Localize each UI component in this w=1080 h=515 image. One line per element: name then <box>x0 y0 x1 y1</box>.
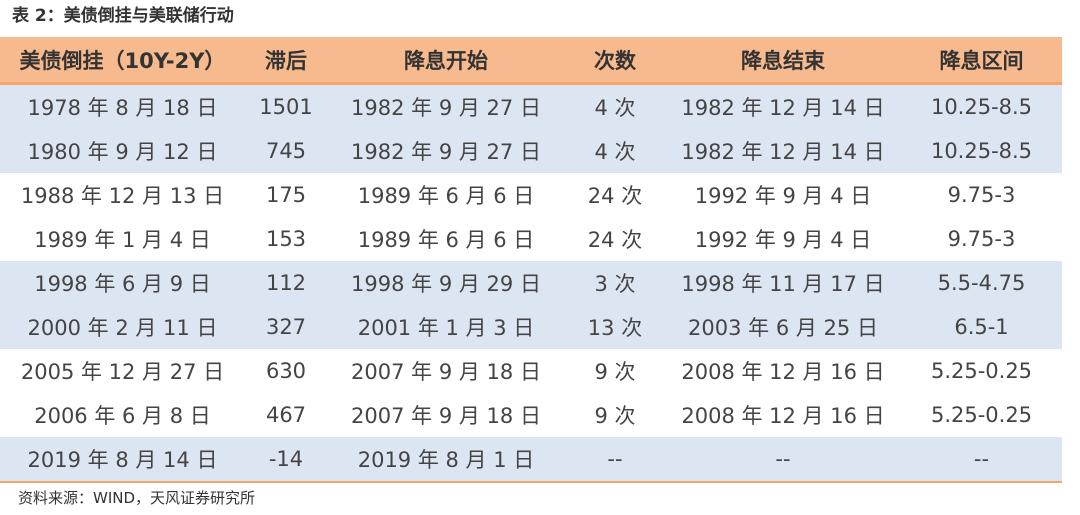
cell-lag: 467 <box>245 393 327 437</box>
table-row: 1998 年 6 月 9 日 112 1998 年 9 月 29 日 3 次 1… <box>0 261 1062 305</box>
cell-cut-start: 1998 年 9 月 29 日 <box>327 261 565 305</box>
cell-cut-end: 1992 年 9 月 4 日 <box>665 217 901 261</box>
cell-inversion-date: 1989 年 1 月 4 日 <box>0 217 245 261</box>
cell-cut-start: 1982 年 9 月 27 日 <box>327 129 565 173</box>
cell-cut-end: 1982 年 12 月 14 日 <box>665 129 901 173</box>
cell-cut-count: 9 次 <box>565 349 665 393</box>
cell-inversion-date: 1988 年 12 月 13 日 <box>0 173 245 217</box>
cell-lag: 112 <box>245 261 327 305</box>
header-lag: 滞后 <box>245 37 327 85</box>
table-row: 1988 年 12 月 13 日 175 1989 年 6 月 6 日 24 次… <box>0 173 1062 217</box>
table-row: 1989 年 1 月 4 日 153 1989 年 6 月 6 日 24 次 1… <box>0 217 1062 261</box>
cell-cut-start: 1989 年 6 月 6 日 <box>327 217 565 261</box>
cell-inversion-date: 2005 年 12 月 27 日 <box>0 349 245 393</box>
table-caption: 表 2：美债倒挂与美联储行动 <box>12 6 234 26</box>
cell-lag: 327 <box>245 305 327 349</box>
header-cut-range: 降息区间 <box>901 37 1062 85</box>
table-row: 2019 年 8 月 14 日 -14 2019 年 8 月 1 日 -- --… <box>0 437 1062 483</box>
cell-lag: -14 <box>245 437 327 483</box>
header-cut-count: 次数 <box>565 37 665 85</box>
cell-inversion-date: 2006 年 6 月 8 日 <box>0 393 245 437</box>
cell-inversion-date: 2000 年 2 月 11 日 <box>0 305 245 349</box>
data-table: 美债倒挂（10Y-2Y） 滞后 降息开始 次数 降息结束 降息区间 1978 年… <box>0 37 1062 483</box>
table-row: 2000 年 2 月 11 日 327 2001 年 1 月 3 日 13 次 … <box>0 305 1062 349</box>
cell-inversion-date: 1978 年 8 月 18 日 <box>0 83 245 129</box>
cell-inversion-date: 1980 年 9 月 12 日 <box>0 129 245 173</box>
source-note: 资料来源：WIND，天风证券研究所 <box>18 489 256 507</box>
cell-cut-end: 2008 年 12 月 16 日 <box>665 393 901 437</box>
cell-cut-range: 6.5-1 <box>901 305 1062 349</box>
table-row: 2006 年 6 月 8 日 467 2007 年 9 月 18 日 9 次 2… <box>0 393 1062 437</box>
cell-cut-count: 24 次 <box>565 173 665 217</box>
cell-cut-end: -- <box>665 437 901 483</box>
cell-cut-start: 2007 年 9 月 18 日 <box>327 349 565 393</box>
cell-cut-range: 10.25-8.5 <box>901 83 1062 129</box>
cell-cut-start: 2019 年 8 月 1 日 <box>327 437 565 483</box>
cell-lag: 1501 <box>245 83 327 129</box>
cell-cut-count: 4 次 <box>565 129 665 173</box>
cell-cut-end: 2003 年 6 月 25 日 <box>665 305 901 349</box>
table-row: 1980 年 9 月 12 日 745 1982 年 9 月 27 日 4 次 … <box>0 129 1062 173</box>
header-inversion-date: 美债倒挂（10Y-2Y） <box>0 37 245 85</box>
header-cut-end: 降息结束 <box>665 37 901 85</box>
cell-cut-range: 9.75-3 <box>901 217 1062 261</box>
table-row: 2005 年 12 月 27 日 630 2007 年 9 月 18 日 9 次… <box>0 349 1062 393</box>
cell-cut-start: 1982 年 9 月 27 日 <box>327 83 565 129</box>
cell-cut-end: 1998 年 11 月 17 日 <box>665 261 901 305</box>
cell-cut-count: 9 次 <box>565 393 665 437</box>
cell-cut-count: 24 次 <box>565 217 665 261</box>
cell-lag: 175 <box>245 173 327 217</box>
cell-lag: 630 <box>245 349 327 393</box>
cell-cut-range: 10.25-8.5 <box>901 129 1062 173</box>
data-table-container: 美债倒挂（10Y-2Y） 滞后 降息开始 次数 降息结束 降息区间 1978 年… <box>0 37 1062 483</box>
cell-cut-start: 2007 年 9 月 18 日 <box>327 393 565 437</box>
cell-cut-start: 2001 年 1 月 3 日 <box>327 305 565 349</box>
cell-cut-range: 5.25-0.25 <box>901 393 1062 437</box>
cell-cut-count: 4 次 <box>565 83 665 129</box>
cell-lag: 745 <box>245 129 327 173</box>
cell-cut-end: 1992 年 9 月 4 日 <box>665 173 901 217</box>
cell-cut-count: 13 次 <box>565 305 665 349</box>
cell-cut-count: -- <box>565 437 665 483</box>
cell-cut-range: -- <box>901 437 1062 483</box>
cell-cut-count: 3 次 <box>565 261 665 305</box>
cell-inversion-date: 2019 年 8 月 14 日 <box>0 437 245 483</box>
table-row: 1978 年 8 月 18 日 1501 1982 年 9 月 27 日 4 次… <box>0 83 1062 129</box>
cell-cut-range: 5.5-4.75 <box>901 261 1062 305</box>
cell-cut-end: 2008 年 12 月 16 日 <box>665 349 901 393</box>
table-header-row: 美债倒挂（10Y-2Y） 滞后 降息开始 次数 降息结束 降息区间 <box>0 37 1062 85</box>
cell-cut-start: 1989 年 6 月 6 日 <box>327 173 565 217</box>
cell-cut-end: 1982 年 12 月 14 日 <box>665 83 901 129</box>
cell-cut-range: 9.75-3 <box>901 173 1062 217</box>
cell-lag: 153 <box>245 217 327 261</box>
cell-inversion-date: 1998 年 6 月 9 日 <box>0 261 245 305</box>
header-cut-start: 降息开始 <box>327 37 565 85</box>
cell-cut-range: 5.25-0.25 <box>901 349 1062 393</box>
